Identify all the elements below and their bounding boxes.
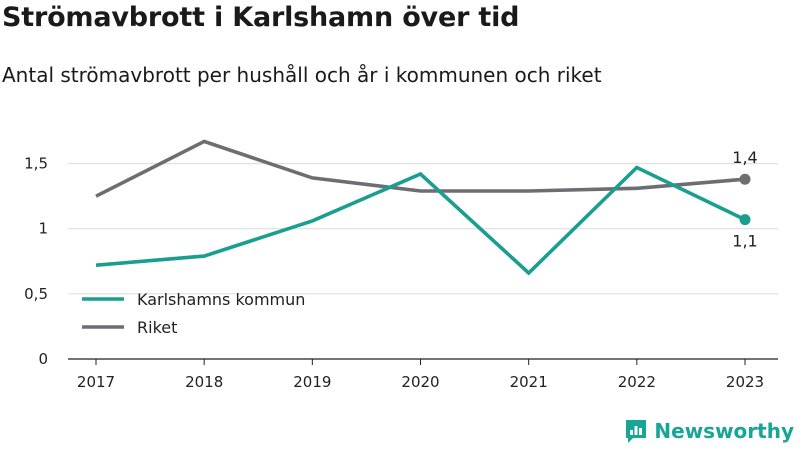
series-line-riket [95, 139, 746, 198]
end-point-marker [739, 214, 751, 226]
brand-name: Newsworthy [654, 419, 794, 443]
y-tick-label: 1,5 [24, 155, 48, 173]
brand: Newsworthy [624, 418, 794, 444]
x-tick-label: 2020 [401, 373, 439, 391]
series-line-karlshamn [95, 165, 746, 276]
x-tick-label: 2021 [510, 373, 548, 391]
x-tick-label: 2018 [185, 373, 223, 391]
x-tick-label: 2019 [293, 373, 331, 391]
end-point-marker [739, 173, 751, 185]
legend-label: Karlshamns kommun [137, 290, 305, 309]
end-value-label: 1,4 [732, 148, 757, 167]
x-tick-label: 2022 [618, 373, 656, 391]
chart-title: Strömavbrott i Karlshamn över tid [2, 2, 520, 33]
newsworthy-logo-icon [626, 420, 647, 443]
chart-subtitle: Antal strömavbrott per hushåll och år i … [2, 63, 602, 87]
y-tick-label: 0,5 [24, 285, 48, 303]
y-tick-label: 1 [38, 220, 48, 238]
end-value-label: 1,1 [732, 232, 757, 251]
x-tick-label: 2017 [77, 373, 115, 391]
legend-label: Riket [137, 318, 177, 337]
y-tick-label: 0 [38, 350, 48, 368]
x-tick-label: 2023 [726, 373, 764, 391]
